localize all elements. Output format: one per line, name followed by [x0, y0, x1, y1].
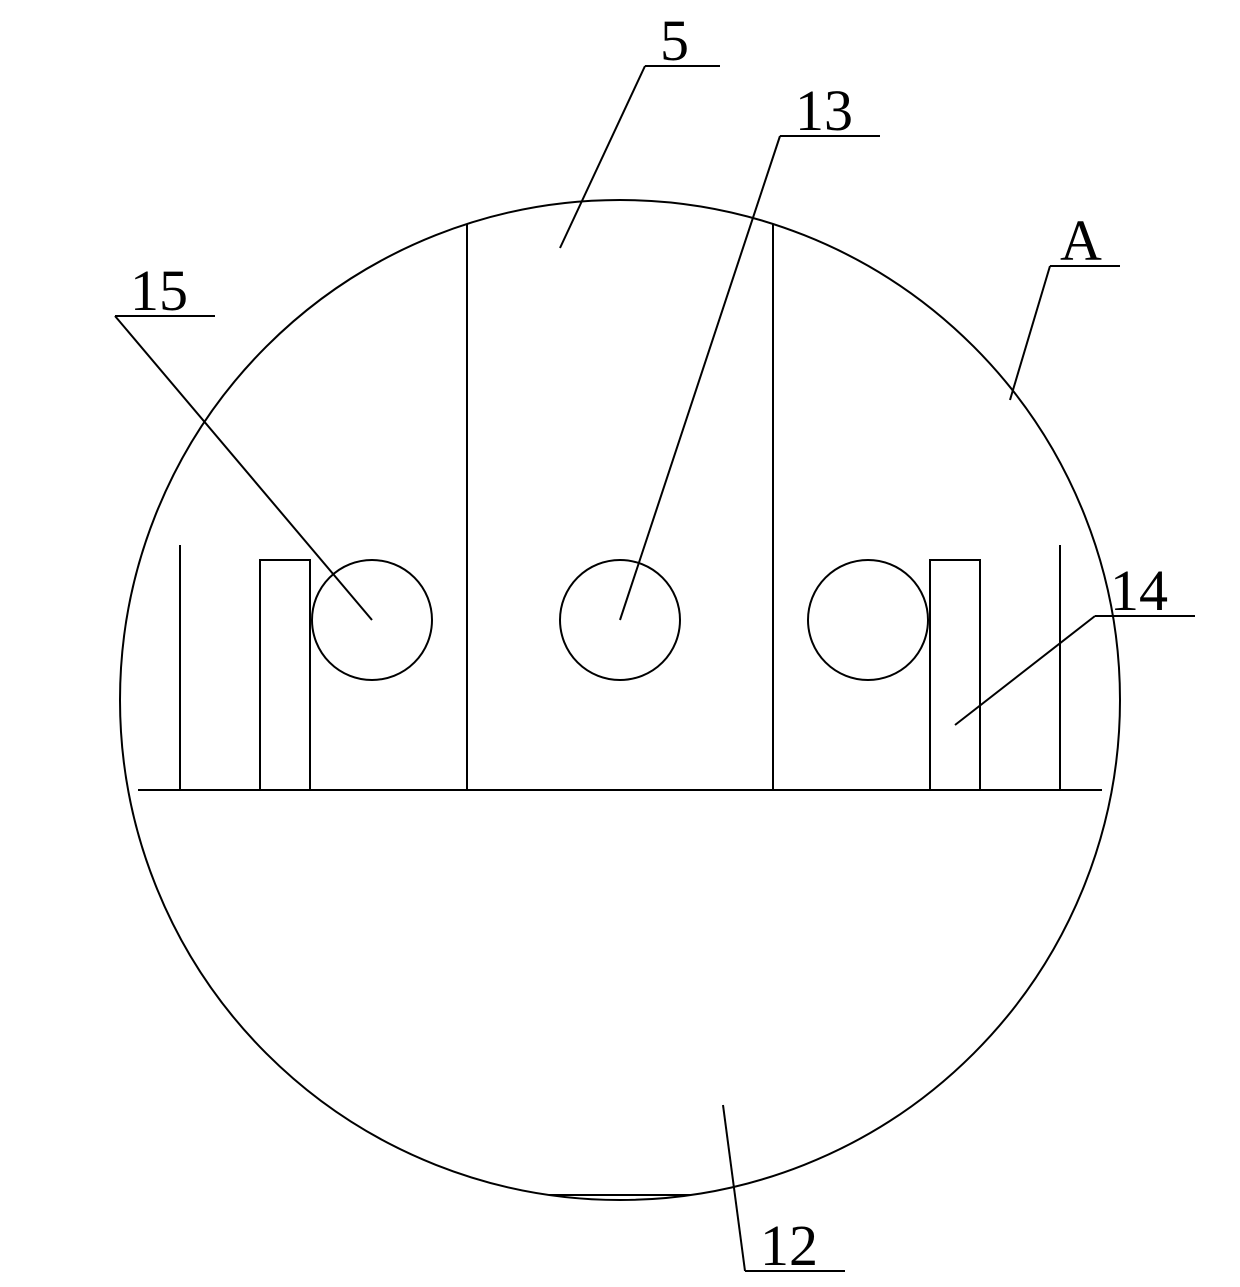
detail-circle [120, 200, 1120, 1200]
leader-5 [560, 66, 645, 248]
technical-diagram: 5 13 A 15 14 12 [0, 0, 1240, 1287]
label-13: 13 [795, 78, 853, 143]
leader-13 [620, 136, 780, 620]
label-5: 5 [660, 8, 689, 73]
roller-right [808, 560, 928, 680]
leader-a [1010, 266, 1050, 400]
leader-15 [115, 316, 372, 620]
label-15: 15 [130, 258, 188, 323]
label-a: A [1060, 208, 1102, 273]
side-post-left [260, 560, 310, 790]
leader-14 [955, 616, 1095, 725]
side-post-right [930, 560, 980, 790]
label-12: 12 [760, 1213, 818, 1278]
label-14: 14 [1110, 558, 1168, 623]
